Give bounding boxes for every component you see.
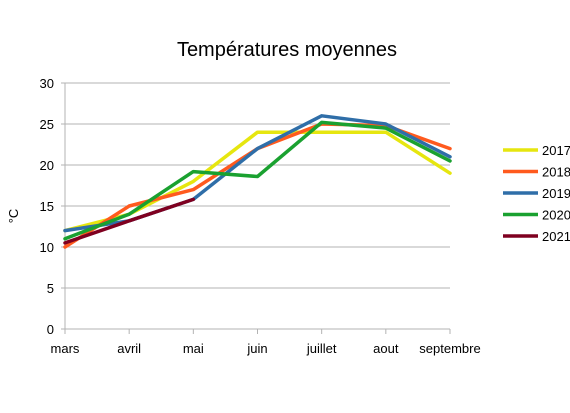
- axes: [61, 82, 451, 334]
- x-tick-label-aout: aout: [373, 341, 399, 356]
- legend-label-2018: 2018: [542, 165, 570, 180]
- data-series: [63, 114, 452, 249]
- x-tick-labels: mars avril mai juin juillet aout septembre: [51, 341, 481, 356]
- y-tick-label-10: 10: [40, 240, 54, 255]
- series-line-2021: [63, 197, 196, 245]
- y-axis-label: °C: [6, 209, 21, 224]
- x-tick-label-septembre: septembre: [419, 341, 480, 356]
- legend-label-2019: 2019: [542, 186, 570, 201]
- chart-title: Températures moyennes: [177, 39, 397, 61]
- x-tick-label-juin: juin: [246, 341, 267, 356]
- y-tick-label-5: 5: [47, 281, 54, 296]
- x-tick-label-mai: mai: [183, 341, 204, 356]
- legend-label-2021: 2021: [542, 229, 570, 244]
- y-tick-label-25: 25: [40, 117, 54, 132]
- y-tick-label-15: 15: [40, 199, 54, 214]
- series-line-2018: [63, 122, 452, 249]
- y-tick-label-0: 0: [47, 322, 54, 337]
- x-tick-label-mars: mars: [51, 341, 80, 356]
- y-tick-labels: 0 5 10 15 20 25 30: [40, 76, 54, 337]
- legend-label-2020: 2020: [542, 208, 570, 223]
- y-tick-label-20: 20: [40, 158, 54, 173]
- x-tick-label-juillet: juillet: [306, 341, 337, 356]
- series-line-2020: [63, 120, 452, 241]
- gridlines: [65, 82, 450, 289]
- y-tick-label-30: 30: [40, 76, 54, 91]
- legend-label-2017: 2017: [542, 143, 570, 158]
- x-tick-label-avril: avril: [117, 341, 141, 356]
- legend: 2017 2018 2019 2020 2021: [503, 143, 570, 244]
